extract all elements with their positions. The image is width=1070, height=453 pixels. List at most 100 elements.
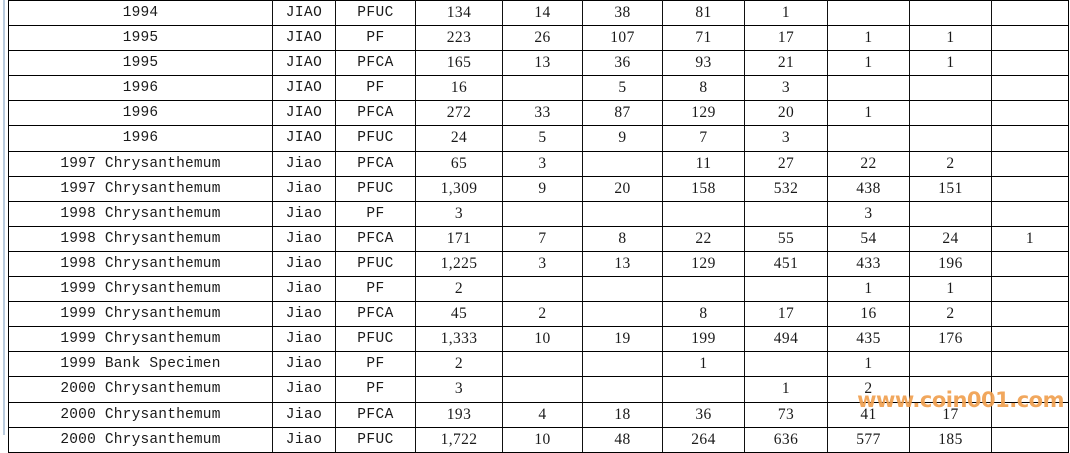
table-row: 2000 Chrysanthemum Jiao PFUC 1,722 10 48 264 63… [8, 426, 1069, 453]
cell-g1 [502, 200, 583, 227]
cell-variety: 1998 Chrysanthemum [8, 200, 273, 227]
cell-g3: 93 [662, 50, 745, 77]
cell-denomination: JIAO [272, 0, 336, 27]
cell-g5: 1 [827, 25, 910, 52]
cell-g2: 38 [582, 0, 663, 27]
cell-g7 [991, 200, 1069, 227]
cell-variety: 2000 Chrysanthemum [8, 426, 273, 453]
cell-g3 [662, 376, 745, 403]
cell-g2: 18 [582, 401, 663, 428]
cell-variety: 1998 Chrysanthemum [8, 225, 273, 252]
cell-grade: PFCA [335, 301, 416, 328]
cell-g1: 10 [502, 426, 583, 453]
cell-g3: 1 [662, 351, 745, 378]
cell-grade: PFUC [335, 0, 416, 27]
cell-g1: 13 [502, 50, 583, 77]
cell-g5 [827, 0, 910, 27]
cell-total: 24 [415, 125, 503, 152]
cell-g4: 494 [744, 326, 828, 353]
cell-g2: 19 [582, 326, 663, 353]
cell-g5: 438 [827, 175, 910, 202]
cell-g2: 87 [582, 100, 663, 127]
table-row: 1996 JIAO PF 16 5 8 3 [8, 75, 1069, 102]
cell-total: 272 [415, 100, 503, 127]
table-row: 1999 Chrysanthemum Jiao PF 2 1 1 [8, 276, 1069, 303]
cell-denomination: Jiao [272, 200, 336, 227]
cell-g7 [991, 426, 1069, 453]
cell-denomination: Jiao [272, 175, 336, 202]
cell-g1: 5 [502, 125, 583, 152]
cell-g4: 17 [744, 301, 828, 328]
cell-g2: 9 [582, 125, 663, 152]
cell-variety: 1999 Chrysanthemum [8, 276, 273, 303]
cell-denomination: Jiao [272, 250, 336, 278]
cell-g4: 1 [744, 376, 828, 403]
cell-grade: PFCA [335, 401, 416, 428]
cell-g1: 2 [502, 301, 583, 328]
cell-g5: 3 [827, 200, 910, 227]
cell-g7 [991, 0, 1069, 27]
cell-g6: 2 [909, 150, 992, 177]
cell-g3: 81 [662, 0, 745, 27]
cell-g6 [909, 100, 992, 127]
cell-g1 [502, 75, 583, 102]
cell-denomination: Jiao [272, 401, 336, 428]
cell-g4: 636 [744, 426, 828, 453]
table-row: 1996 JIAO PFCA 272 33 87 129 20 1 [8, 100, 1069, 127]
cell-g2: 48 [582, 426, 663, 453]
cell-grade: PFUC [335, 125, 416, 152]
cell-denomination: JIAO [272, 75, 336, 102]
cell-variety: 2000 Chrysanthemum [8, 376, 273, 403]
cell-grade: PF [335, 25, 416, 52]
table-row: 1999 Chrysanthemum Jiao PFUC 1,333 10 19 199 49… [8, 326, 1069, 353]
table-row: 1997 Chrysanthemum Jiao PFUC 1,309 9 20 158 532… [8, 175, 1069, 202]
cell-total: 2 [415, 351, 503, 378]
cell-g3: 199 [662, 326, 745, 353]
cell-denomination: Jiao [272, 426, 336, 453]
cell-grade: PF [335, 200, 416, 227]
cell-variety: 1996 [8, 100, 273, 127]
table-row: 1999 Bank Specimen Jiao PF 2 1 1 [8, 351, 1069, 378]
population-table-container: 1994 JIAO PFUC 134 14 38 81 1 1995 JIAO PF 223 26 107… [8, 0, 1069, 453]
cell-total: 45 [415, 301, 503, 328]
cell-g4: 73 [744, 401, 828, 428]
table-row: 1998 Chrysanthemum Jiao PFUC 1,225 3 13 129 451… [8, 250, 1069, 278]
cell-g3: 158 [662, 175, 745, 202]
cell-g2: 8 [582, 225, 663, 252]
cell-g2: 107 [582, 25, 663, 52]
cell-g7 [991, 100, 1069, 127]
cell-denomination: Jiao [272, 351, 336, 378]
cell-total: 65 [415, 150, 503, 177]
cell-g6 [909, 0, 992, 27]
cell-variety: 1999 Chrysanthemum [8, 301, 273, 328]
cell-total: 1,309 [415, 175, 503, 202]
table-row: 1998 Chrysanthemum Jiao PF 3 3 [8, 200, 1069, 227]
cell-total: 1,722 [415, 426, 503, 453]
cell-g6: 17 [909, 401, 992, 428]
cell-g4: 3 [744, 75, 828, 102]
cell-g7 [991, 150, 1069, 177]
cell-variety: 1997 Chrysanthemum [8, 175, 273, 202]
cell-g4: 17 [744, 25, 828, 52]
cell-g1: 7 [502, 225, 583, 252]
cell-g2: 20 [582, 175, 663, 202]
table-row: 1995 JIAO PF 223 26 107 71 17 1 1 [8, 25, 1069, 52]
cell-g6: 196 [909, 250, 992, 278]
cell-g2 [582, 150, 663, 177]
cell-g2 [582, 376, 663, 403]
cell-g5: 1 [827, 100, 910, 127]
cell-g5: 1 [827, 276, 910, 303]
cell-g1: 3 [502, 150, 583, 177]
cell-g1 [502, 376, 583, 403]
cell-g5 [827, 125, 910, 152]
cell-grade: PF [335, 276, 416, 303]
cell-g6: 176 [909, 326, 992, 353]
cell-g5: 41 [827, 401, 910, 428]
cell-g7 [991, 125, 1069, 152]
cell-g1 [502, 351, 583, 378]
cell-g6: 185 [909, 426, 992, 453]
cell-total: 223 [415, 25, 503, 52]
cell-total: 134 [415, 0, 503, 27]
cell-g2: 5 [582, 75, 663, 102]
cell-g6 [909, 125, 992, 152]
